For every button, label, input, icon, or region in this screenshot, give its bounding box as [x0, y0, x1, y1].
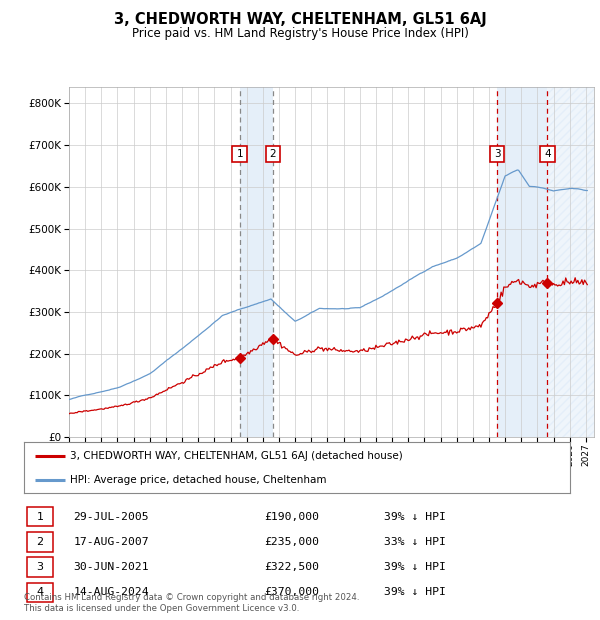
Text: 4: 4	[544, 149, 551, 159]
FancyBboxPatch shape	[27, 583, 53, 602]
Text: 39% ↓ HPI: 39% ↓ HPI	[385, 562, 446, 572]
FancyBboxPatch shape	[27, 557, 53, 577]
Bar	[497, 87, 547, 437]
Text: £370,000: £370,000	[264, 587, 319, 597]
Text: 33% ↓ HPI: 33% ↓ HPI	[385, 537, 446, 547]
Text: £235,000: £235,000	[264, 537, 319, 547]
FancyBboxPatch shape	[27, 507, 53, 526]
Text: £322,500: £322,500	[264, 562, 319, 572]
Bar	[547, 87, 594, 437]
Text: 3: 3	[494, 149, 500, 159]
Text: 1: 1	[236, 149, 243, 159]
Text: Contains HM Land Registry data © Crown copyright and database right 2024.
This d: Contains HM Land Registry data © Crown c…	[24, 593, 359, 613]
Text: 1: 1	[37, 512, 43, 521]
Text: 2: 2	[270, 149, 277, 159]
Text: 39% ↓ HPI: 39% ↓ HPI	[385, 512, 446, 521]
FancyBboxPatch shape	[490, 146, 505, 162]
Text: 29-JUL-2005: 29-JUL-2005	[73, 512, 149, 521]
Text: £190,000: £190,000	[264, 512, 319, 521]
Text: 39% ↓ HPI: 39% ↓ HPI	[385, 587, 446, 597]
FancyBboxPatch shape	[266, 146, 280, 162]
Text: 3: 3	[37, 562, 43, 572]
Text: 4: 4	[36, 587, 43, 597]
Text: 2: 2	[36, 537, 43, 547]
Text: 30-JUN-2021: 30-JUN-2021	[73, 562, 149, 572]
Text: 3, CHEDWORTH WAY, CHELTENHAM, GL51 6AJ (detached house): 3, CHEDWORTH WAY, CHELTENHAM, GL51 6AJ (…	[70, 451, 403, 461]
Text: HPI: Average price, detached house, Cheltenham: HPI: Average price, detached house, Chel…	[70, 475, 327, 485]
Bar	[240, 87, 273, 437]
Text: 3, CHEDWORTH WAY, CHELTENHAM, GL51 6AJ: 3, CHEDWORTH WAY, CHELTENHAM, GL51 6AJ	[113, 12, 487, 27]
FancyBboxPatch shape	[232, 146, 247, 162]
Text: Price paid vs. HM Land Registry's House Price Index (HPI): Price paid vs. HM Land Registry's House …	[131, 27, 469, 40]
Text: 17-AUG-2007: 17-AUG-2007	[73, 537, 149, 547]
FancyBboxPatch shape	[540, 146, 555, 162]
FancyBboxPatch shape	[27, 532, 53, 552]
Text: 14-AUG-2024: 14-AUG-2024	[73, 587, 149, 597]
